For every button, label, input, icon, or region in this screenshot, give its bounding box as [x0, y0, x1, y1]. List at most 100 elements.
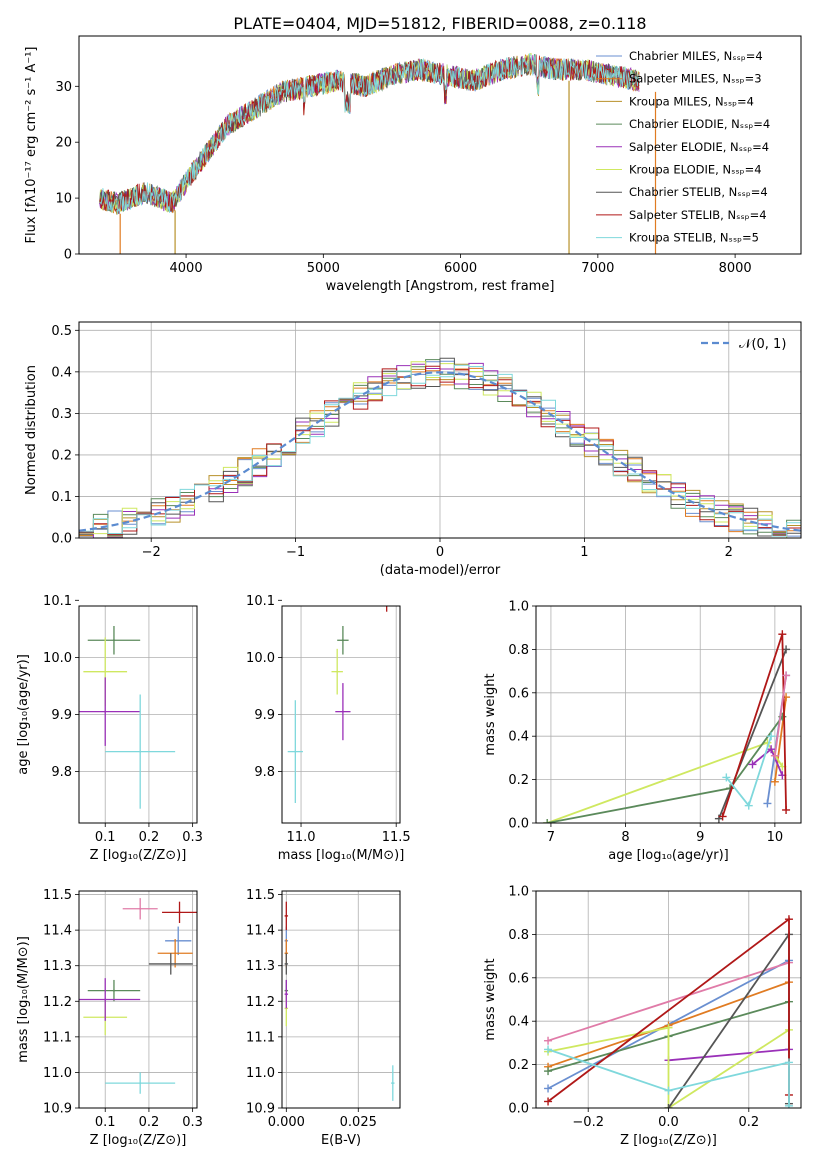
- y-tick-label: 0.4: [51, 365, 72, 380]
- y-tick-label: 11.3: [246, 959, 275, 974]
- y-tick-label: 10.0: [246, 651, 275, 666]
- y-tick-label: 0.1: [51, 490, 72, 505]
- x-tick-label: 5000: [307, 261, 340, 276]
- x-tick-label: 0.0: [658, 1115, 679, 1130]
- y-tick-label: 10.0: [43, 651, 72, 666]
- y-tick-label: 0.0: [51, 532, 72, 547]
- x-tick-label: −2: [142, 545, 161, 560]
- axes-frame: [535, 890, 802, 1109]
- y-tick-label: 0.0: [508, 1102, 529, 1117]
- y-tick-label: 1.0: [508, 600, 529, 615]
- panel-mass-vs-Z: 0.1 0.2 0.3 10.9 11.0 11.1 11.2 11.3 11.4 11.5 Z […: [16, 888, 203, 1148]
- weight-line-4: [668, 1048, 790, 1062]
- x-tick-label: 11.5: [382, 830, 411, 845]
- data-point: [336, 670, 339, 673]
- data-point: [139, 907, 142, 910]
- data-point: [341, 639, 344, 642]
- data-point: [104, 710, 107, 713]
- x-tick-label: 7000: [581, 261, 614, 276]
- y-axis-label: mass [log₁₀(M/M⊙)]: [16, 936, 31, 1063]
- weight-line-7: [725, 735, 772, 808]
- weight-line-3: [547, 716, 784, 823]
- panel-age-vs-Z: 0.1 0.2 0.3 9.8 9.9 10.0 10.1 Z [log₁₀(Z/Z⊙)] ag…: [16, 571, 203, 863]
- panel-age-vs-mass: 11.0 11.5 9.8 9.9 10.0 10.1 mass [log₁₀(M/M⊙)]: [246, 576, 411, 863]
- data-point: [104, 998, 107, 1001]
- y-axis-label: Normed distribution: [24, 365, 39, 495]
- x-tick-label: −0.2: [572, 1115, 604, 1130]
- panel-massweight-vs-Z: −0.2 0.0 0.2 0.0 0.2 0.4 0.6 0.8 1.0 Z [log₁₀(Z/Z…: [483, 885, 802, 1148]
- y-tick-label: 10: [55, 192, 72, 207]
- x-tick-label: 8: [621, 830, 629, 845]
- legend-label: Chabrier MILES, Nₛₛₚ=4: [629, 49, 763, 63]
- x-tick-label: 2: [725, 545, 733, 560]
- axes-frame: [78, 35, 802, 255]
- data-point: [177, 939, 180, 942]
- data-point: [169, 962, 172, 965]
- legend-label: Salpeter ELODIE, Nₛₛₚ=4: [629, 140, 769, 154]
- plot-area: [79, 891, 197, 1108]
- legend-label: Kroupa ELODIE, Nₛₛₚ=4: [629, 163, 762, 177]
- x-tick-label: 11.0: [287, 830, 316, 845]
- legend-label: Kroupa MILES, Nₛₛₚ=4: [629, 94, 754, 108]
- chart-title: PLATE=0404, MJD=51812, FIBERID=0088, z=0…: [233, 14, 646, 33]
- plot-area: [79, 322, 801, 538]
- x-tick-label: 9: [696, 830, 704, 845]
- data-point: [139, 571, 141, 573]
- data-point: [165, 579, 167, 581]
- plot-area: [282, 576, 400, 823]
- y-tick-label: 11.4: [246, 924, 275, 939]
- x-tick-label: 1: [580, 545, 588, 560]
- spectrum-line-8: [99, 52, 640, 215]
- data-point: [178, 911, 181, 914]
- y-tick-label: 30: [55, 80, 72, 95]
- panel-massweight-vs-age: 7 8 9 10 0.0 0.2 0.4 0.6 0.8 1.0 age [log₁₀(age/yr…: [483, 600, 802, 863]
- data-point: [391, 1082, 394, 1085]
- y-tick-label: 9.8: [254, 765, 275, 780]
- y-tick-label: 11.3: [43, 959, 72, 974]
- y-tick-label: 0.8: [508, 643, 529, 658]
- y-tick-label: 0.0: [508, 817, 529, 832]
- y-tick-label: 0.2: [508, 773, 529, 788]
- data-point: [386, 594, 388, 596]
- x-tick-label: 0.025: [340, 1115, 377, 1130]
- data-point: [369, 576, 371, 578]
- normal-curve: [79, 371, 801, 532]
- x-axis-label: mass [log₁₀(M/M⊙)]: [278, 848, 405, 863]
- x-tick-label: 10: [767, 830, 784, 845]
- data-point: [112, 989, 115, 992]
- y-tick-label: 0.2: [51, 448, 72, 463]
- axes-frame: [78, 605, 198, 824]
- y-tick-label: 0.5: [51, 324, 72, 339]
- data-point: [179, 594, 181, 596]
- y-tick-label: 20: [55, 136, 72, 151]
- data-point: [285, 914, 288, 917]
- y-tick-label: 11.2: [246, 995, 275, 1010]
- plot-area: [99, 52, 657, 254]
- y-tick-label: 0.4: [508, 1015, 529, 1030]
- y-tick-label: 11.1: [246, 1030, 275, 1045]
- x-tick-label: 0.1: [95, 1115, 116, 1130]
- histogram-step-8: [79, 364, 801, 537]
- y-axis-label: mass weight: [483, 673, 498, 755]
- data-point: [104, 670, 107, 673]
- weight-line-8: [547, 1048, 790, 1106]
- data-point: [112, 639, 115, 642]
- legend-label: Salpeter MILES, Nₛₛₚ=3: [629, 72, 762, 86]
- x-axis-label: age [log₁₀(age/yr)]: [608, 848, 729, 863]
- legend-label: Chabrier STELIB, Nₛₛₚ=4: [629, 185, 768, 199]
- y-tick-label: 9.9: [254, 708, 275, 723]
- y-tick-label: 0.6: [508, 971, 529, 986]
- y-axis-label: Flux [fλ10⁻¹⁷ erg cm⁻² s⁻¹ A⁻¹]: [24, 47, 39, 244]
- x-tick-label: 7: [547, 830, 555, 845]
- weight-line-2: [547, 961, 790, 1042]
- data-point: [177, 582, 179, 584]
- x-axis-label: Z [log₁₀(Z/Z⊙)]: [90, 848, 187, 863]
- axes-frame: [535, 605, 802, 824]
- y-tick-label: 11.4: [43, 924, 72, 939]
- y-tick-label: 0.6: [508, 686, 529, 701]
- x-tick-label: 0: [436, 545, 444, 560]
- x-tick-label: 0.000: [268, 1115, 305, 1130]
- legend-label: Chabrier ELODIE, Nₛₛₚ=4: [629, 117, 770, 131]
- y-tick-label: 10.1: [246, 594, 275, 609]
- y-tick-label: 0.2: [508, 1058, 529, 1073]
